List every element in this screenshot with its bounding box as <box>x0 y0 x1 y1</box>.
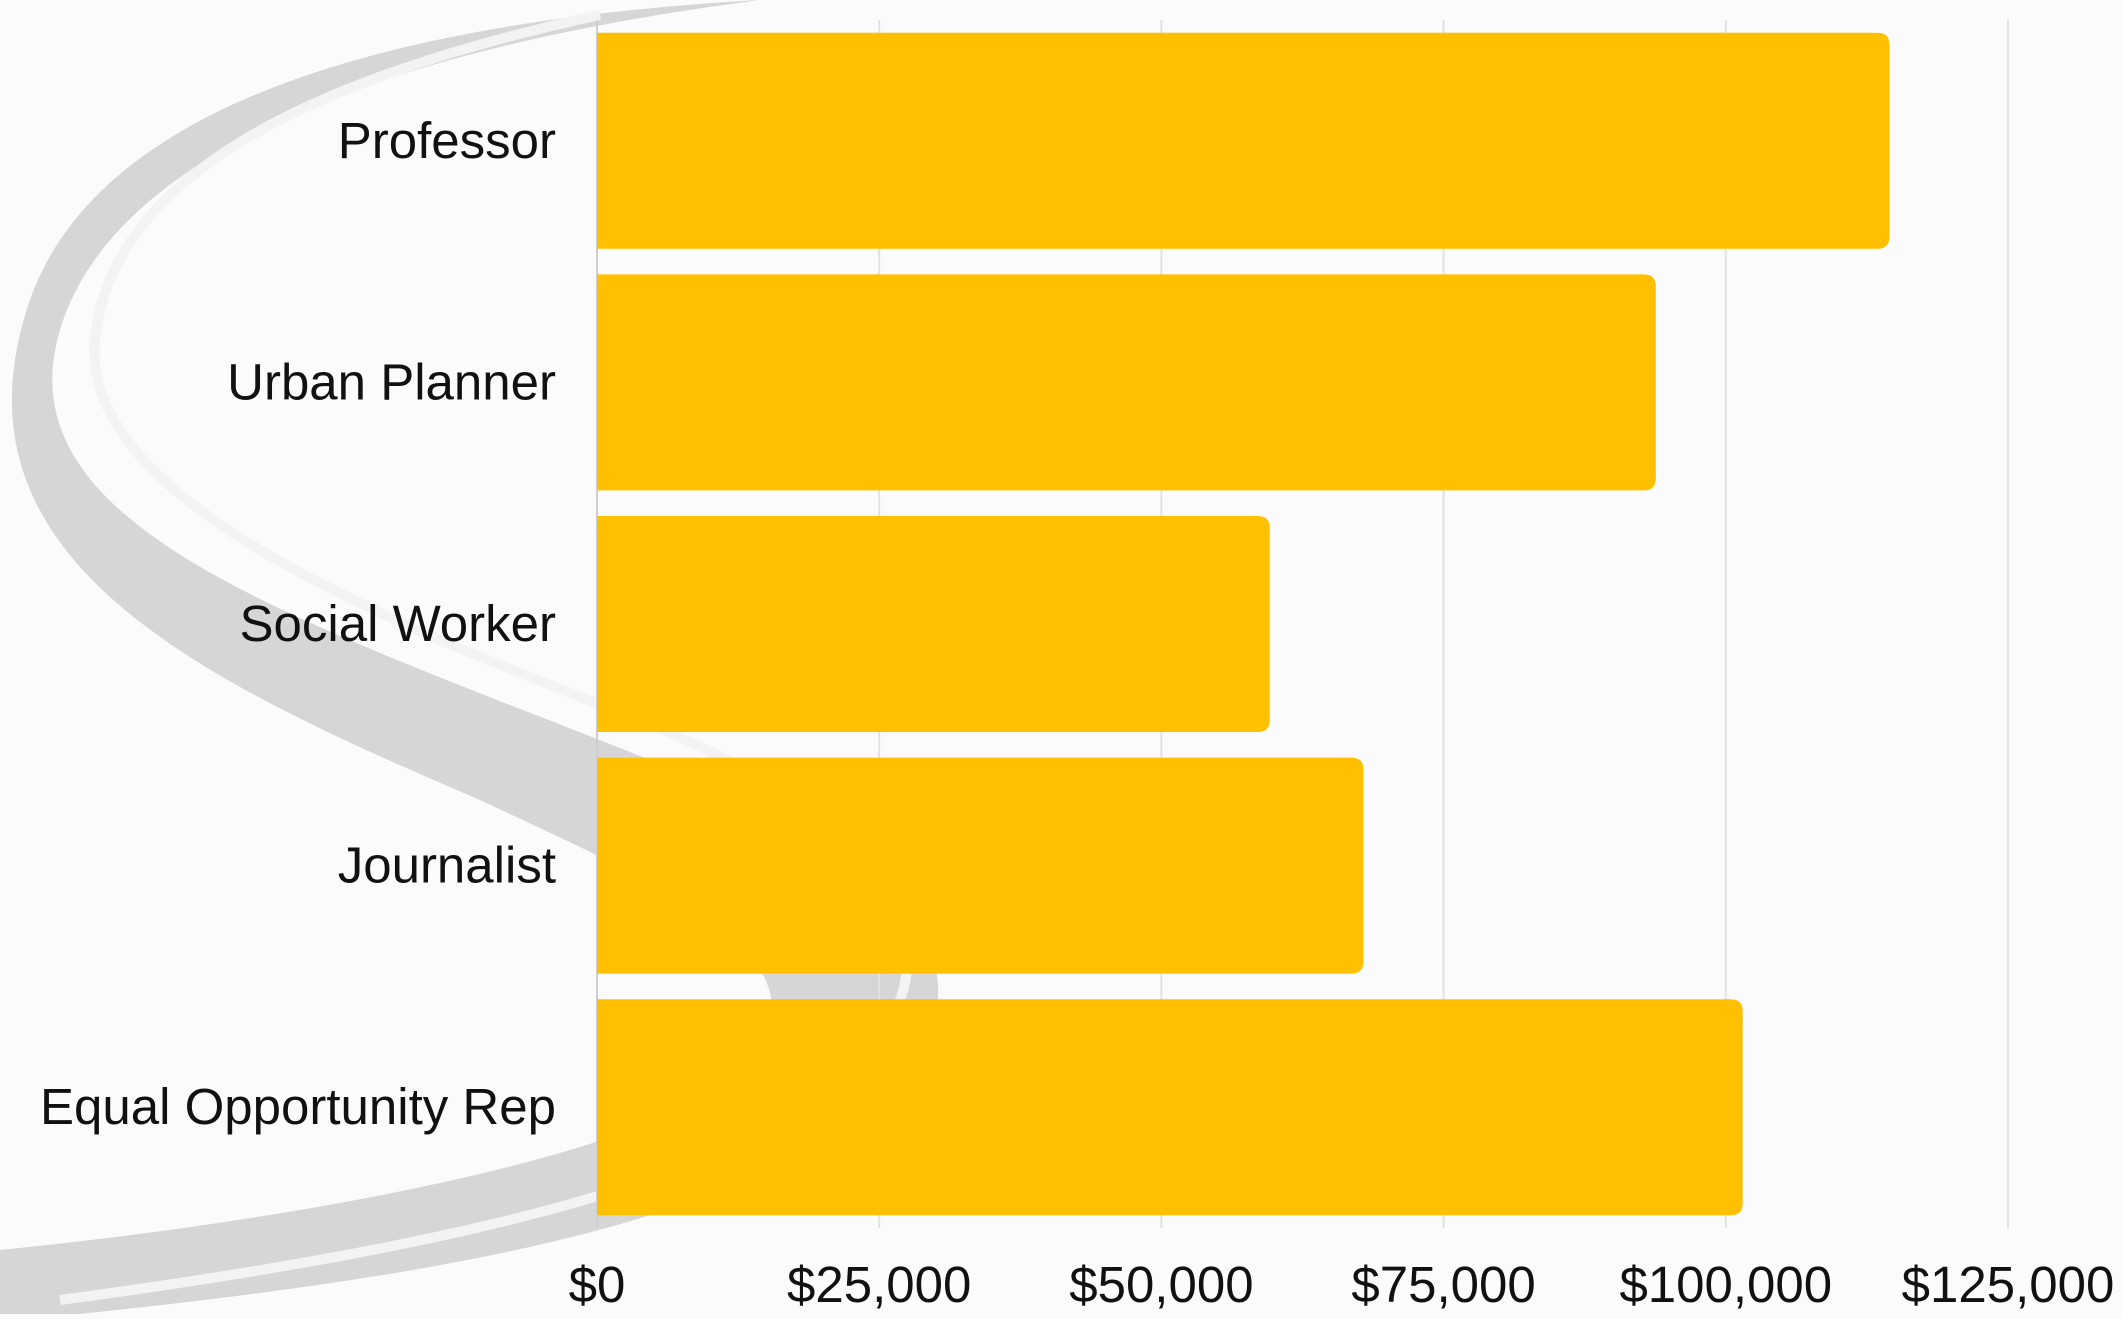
category-label: Social Worker <box>240 595 557 652</box>
category-labels: Professor Urban Planner Social Worker Journ… <box>40 112 556 1135</box>
bar-journalist <box>597 757 1364 974</box>
x-tick-label: $50,000 <box>1069 1256 1253 1313</box>
category-label: Journalist <box>338 837 556 894</box>
category-label: Urban Planner <box>227 353 556 410</box>
bar-social-worker <box>597 516 1270 732</box>
category-label: Equal Opportunity Rep <box>40 1078 556 1135</box>
x-tick-label: $125,000 <box>1902 1256 2115 1313</box>
x-axis-tick-labels: $0 $25,000 $50,000 $75,000 $100,000 $125,000 <box>569 1256 2115 1313</box>
x-tick-label: $0 <box>569 1256 626 1313</box>
x-tick-label: $25,000 <box>787 1256 971 1313</box>
bar-equal-opportunity-rep <box>597 999 1743 1216</box>
x-tick-label: $75,000 <box>1351 1256 1535 1313</box>
bar-urban-planner <box>597 274 1656 491</box>
x-tick-label: $100,000 <box>1619 1256 1832 1313</box>
category-label: Professor <box>338 112 556 169</box>
bars <box>597 32 1890 1216</box>
bar-professor <box>597 32 1890 249</box>
